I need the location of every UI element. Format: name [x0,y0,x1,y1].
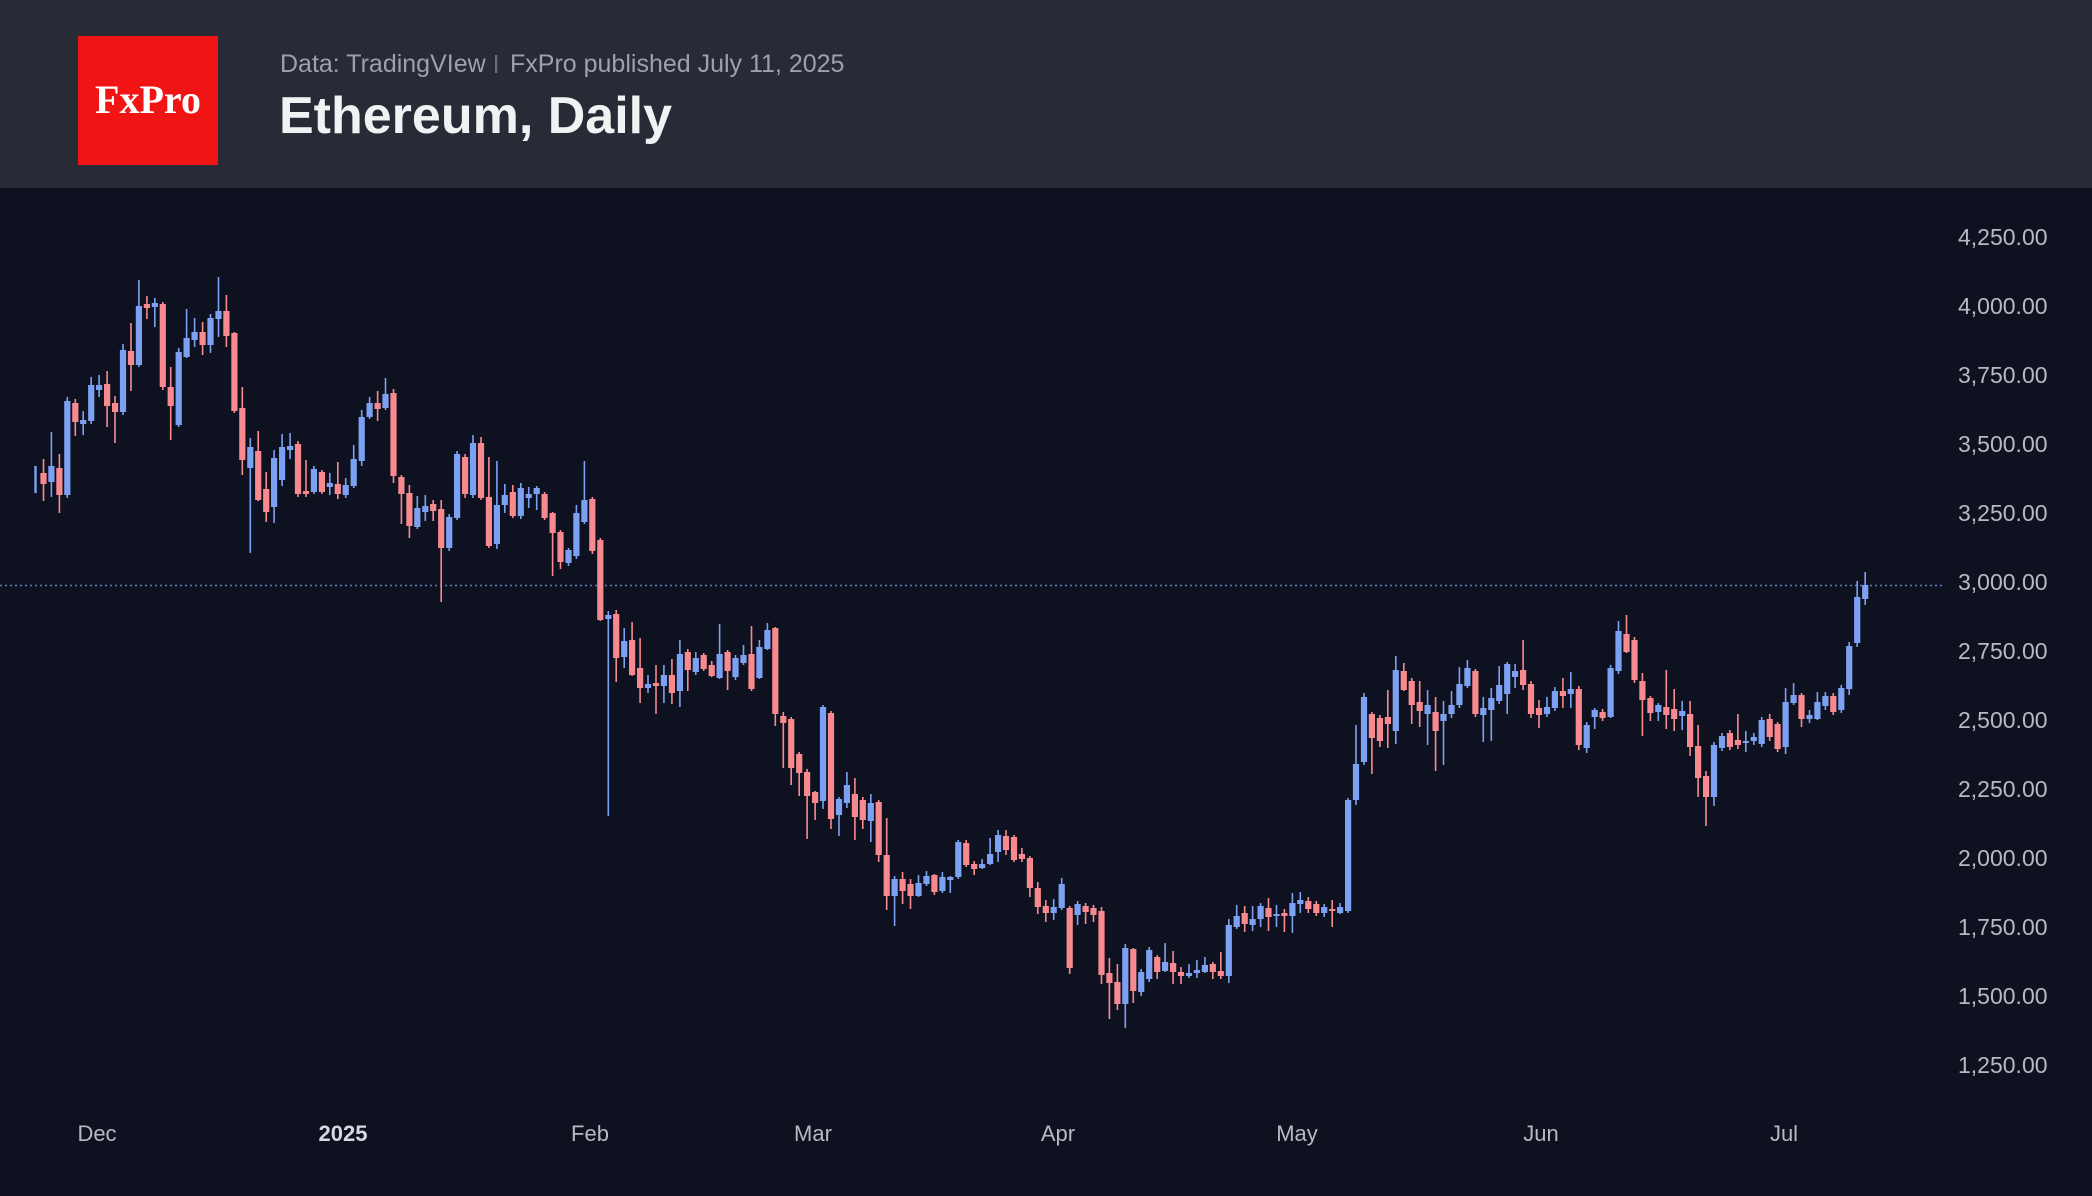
svg-text:FxPro published July 11, 2025: FxPro published July 11, 2025 [510,50,844,78]
svg-text:Dec: Dec [77,1121,116,1146]
svg-text:Mar: Mar [794,1121,832,1146]
svg-text:Feb: Feb [571,1121,609,1146]
svg-text:2,000.00: 2,000.00 [1958,845,2048,871]
svg-text:FxPro: FxPro [95,77,201,122]
svg-text:Jul: Jul [1770,1121,1798,1146]
svg-text:Data: TradingVIew: Data: TradingVIew [280,50,487,78]
svg-text:2025: 2025 [319,1121,368,1146]
svg-text:1,250.00: 1,250.00 [1958,1052,2048,1078]
svg-text:2,500.00: 2,500.00 [1958,707,2048,733]
svg-text:3,750.00: 3,750.00 [1958,362,2048,388]
svg-text:3,500.00: 3,500.00 [1958,431,2048,457]
svg-text:1,500.00: 1,500.00 [1958,983,2048,1009]
svg-text:May: May [1276,1121,1318,1146]
svg-text:3,000.00: 3,000.00 [1958,569,2048,595]
svg-text:Jun: Jun [1523,1121,1558,1146]
svg-text:Ethereum, Daily: Ethereum, Daily [279,87,672,145]
svg-text:3,250.00: 3,250.00 [1958,500,2048,526]
svg-text:4,250.00: 4,250.00 [1958,224,2048,250]
svg-text:2,750.00: 2,750.00 [1958,638,2048,664]
svg-text:4,000.00: 4,000.00 [1958,293,2048,319]
svg-text:1,750.00: 1,750.00 [1958,914,2048,940]
svg-text:Apr: Apr [1041,1121,1075,1146]
svg-text:2,250.00: 2,250.00 [1958,776,2048,802]
